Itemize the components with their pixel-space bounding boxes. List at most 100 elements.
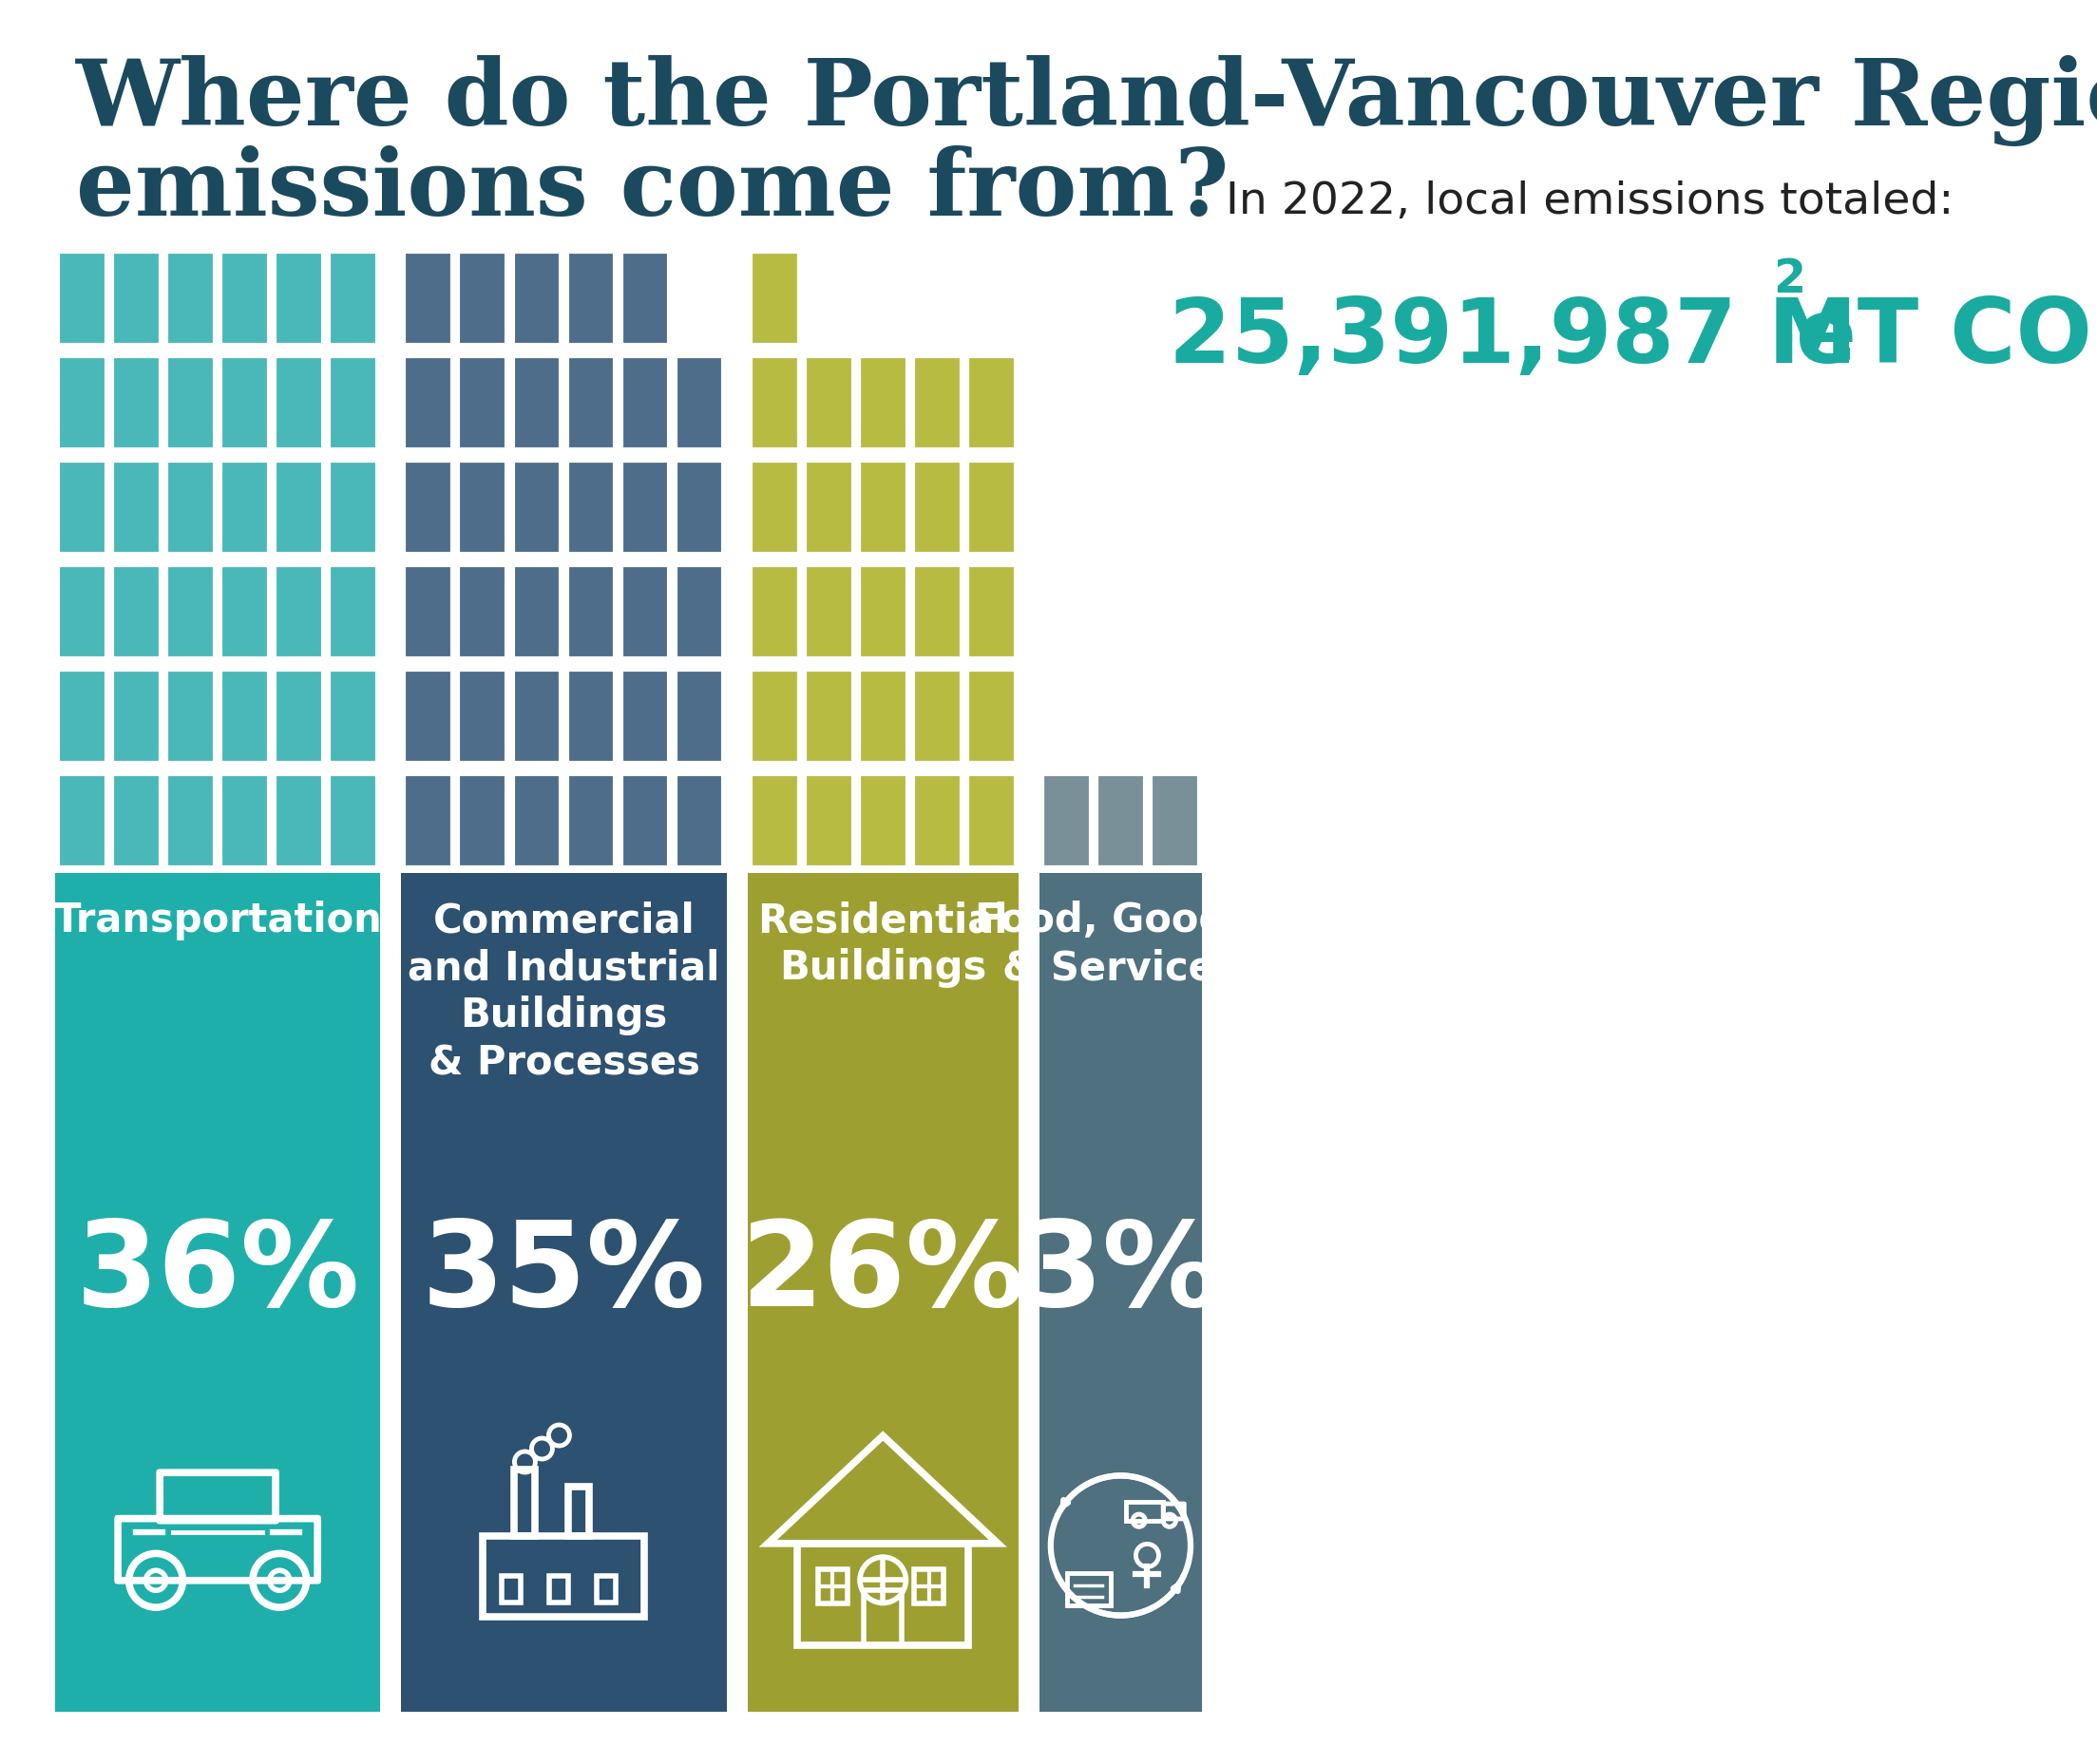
Bar [621, 462, 669, 554]
Bar [512, 774, 560, 868]
Bar [747, 873, 1019, 1711]
Bar [275, 462, 323, 554]
Text: Residential
Buildings: Residential Buildings [757, 900, 1009, 988]
Bar [751, 252, 799, 346]
Bar [166, 462, 214, 554]
Text: 26%: 26% [740, 1215, 1025, 1330]
Bar [59, 356, 107, 450]
Bar [1151, 774, 1199, 868]
Bar [459, 356, 507, 450]
Bar [405, 566, 453, 658]
Bar [967, 462, 1015, 554]
Bar [275, 566, 323, 658]
Bar [220, 356, 268, 450]
Text: 36%: 36% [75, 1215, 361, 1330]
Text: e: e [1795, 295, 1858, 381]
Bar [818, 1570, 847, 1603]
Bar [329, 462, 377, 554]
Bar [512, 356, 560, 450]
Bar [405, 670, 453, 764]
Bar [566, 670, 614, 764]
Bar [912, 670, 960, 764]
Text: In 2022, local emissions totaled:: In 2022, local emissions totaled: [1227, 180, 1954, 222]
Bar [113, 670, 161, 764]
Bar [621, 252, 669, 346]
Bar [512, 462, 560, 554]
Bar [805, 774, 853, 868]
Bar [621, 774, 669, 868]
Bar [568, 1487, 589, 1536]
Bar [860, 356, 908, 450]
Bar [113, 252, 161, 346]
Bar [220, 774, 268, 868]
Bar [860, 774, 908, 868]
Bar [59, 566, 107, 658]
Bar [405, 462, 453, 554]
Bar [675, 356, 723, 450]
Bar [912, 566, 960, 658]
Bar [675, 462, 723, 554]
Bar [675, 670, 723, 764]
Bar [967, 566, 1015, 658]
Bar [166, 252, 214, 346]
Bar [55, 873, 380, 1711]
Bar [113, 356, 161, 450]
Bar [59, 462, 107, 554]
Bar [967, 356, 1015, 450]
Bar [675, 774, 723, 868]
Bar [329, 774, 377, 868]
Text: emissions come from?: emissions come from? [75, 145, 1229, 235]
Bar [805, 670, 853, 764]
Bar [220, 566, 268, 658]
Bar [512, 566, 560, 658]
Text: 35%: 35% [421, 1215, 707, 1330]
Text: Commercial
and Industrial
Buildings
& Processes: Commercial and Industrial Buildings & Pr… [409, 900, 719, 1083]
Bar [860, 670, 908, 764]
Bar [220, 670, 268, 764]
Bar [405, 252, 453, 346]
Bar [860, 462, 908, 554]
Bar [512, 670, 560, 764]
Bar [113, 774, 161, 868]
Bar [860, 566, 908, 658]
Bar [405, 356, 453, 450]
Bar [805, 462, 853, 554]
Bar [566, 356, 614, 450]
Bar [566, 462, 614, 554]
Bar [566, 774, 614, 868]
Text: 2: 2 [1774, 256, 1806, 302]
Bar [166, 774, 214, 868]
Bar [220, 462, 268, 554]
Bar [967, 774, 1015, 868]
Bar [751, 774, 799, 868]
Bar [1126, 1503, 1164, 1521]
Bar [621, 356, 669, 450]
Bar [459, 774, 507, 868]
Bar [751, 462, 799, 554]
Bar [275, 356, 323, 450]
Bar [1067, 1573, 1111, 1605]
Bar [166, 356, 214, 450]
Bar [220, 252, 268, 346]
Bar [914, 1570, 944, 1603]
Bar [166, 670, 214, 764]
Bar [751, 566, 799, 658]
Bar [912, 462, 960, 554]
Bar [59, 252, 107, 346]
Bar [59, 774, 107, 868]
Text: Food, Goods,
& Services: Food, Goods, & Services [975, 900, 1267, 988]
Bar [566, 566, 614, 658]
Bar [1040, 873, 1202, 1711]
Bar [621, 566, 669, 658]
Bar [459, 670, 507, 764]
Bar [405, 774, 453, 868]
Bar [275, 252, 323, 346]
Bar [329, 356, 377, 450]
Bar [751, 356, 799, 450]
Bar [805, 566, 853, 658]
Bar [459, 566, 507, 658]
Bar [501, 1575, 522, 1603]
Bar [621, 670, 669, 764]
Bar [598, 1575, 617, 1603]
Bar [967, 670, 1015, 764]
